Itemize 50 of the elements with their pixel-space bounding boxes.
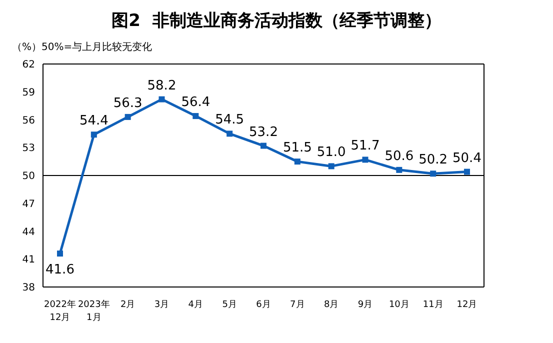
point [158, 96, 165, 102]
text: 50.2 [418, 152, 448, 168]
text: 54.4 [79, 114, 108, 129]
text: 51.7 [350, 138, 380, 154]
point [362, 156, 368, 163]
point [90, 132, 97, 138]
x-tick-label: 9月 [358, 300, 373, 310]
y-tick-label: 47 [22, 198, 35, 210]
x-tick-label: 3月 [154, 300, 170, 310]
point [430, 170, 436, 177]
y-tick-label: 56 [22, 115, 35, 126]
y-tick-label: 59 [22, 87, 35, 98]
y-axis-title: （%）50%=与上月比较无变化 [11, 40, 154, 55]
y-tick-label: 62 [22, 60, 35, 71]
text: 41.6 [46, 262, 74, 278]
text: 56.3 [113, 96, 142, 111]
x-tick-label: 2022年 12月 [44, 299, 76, 323]
x-tick-label: 4月 [188, 300, 204, 310]
point [328, 163, 334, 170]
y-tick-label: 50 [22, 171, 35, 182]
x-tick-label: 7月 [290, 300, 305, 310]
point [57, 250, 63, 257]
text: 56.4 [181, 95, 210, 110]
x-tick-label: 11月 [422, 300, 444, 310]
x-tick-label: 12月 [456, 300, 478, 310]
point [260, 142, 266, 149]
text: 51.5 [282, 140, 312, 156]
x-tick-label: 5月 [222, 300, 237, 310]
x-tick-label: 10月 [388, 300, 410, 310]
x-tick-label: 6月 [256, 300, 271, 310]
text: 50.4 [452, 150, 482, 166]
x-tick-label: 8月 [324, 300, 339, 310]
chart-title: 图2 非制造业商务活动指数（经季节调整） [110, 10, 442, 33]
point [294, 158, 300, 165]
point [226, 130, 233, 137]
point [192, 113, 199, 120]
text: 51.0 [316, 145, 346, 160]
y-tick-label: 53 [22, 143, 35, 154]
x-tick-label: 2月 [120, 300, 136, 310]
y-tick-label: 41 [22, 254, 35, 266]
text: 53.2 [249, 124, 278, 140]
point [396, 166, 402, 173]
y-tick-label: 44 [22, 226, 35, 238]
point [464, 168, 470, 175]
text: 58.2 [147, 78, 176, 94]
text: 50.6 [384, 148, 414, 164]
point [124, 114, 131, 120]
x-tick-label: 2023年 1月 [78, 299, 110, 323]
y-tick-label: 38 [22, 282, 35, 294]
text: 54.5 [215, 112, 244, 128]
